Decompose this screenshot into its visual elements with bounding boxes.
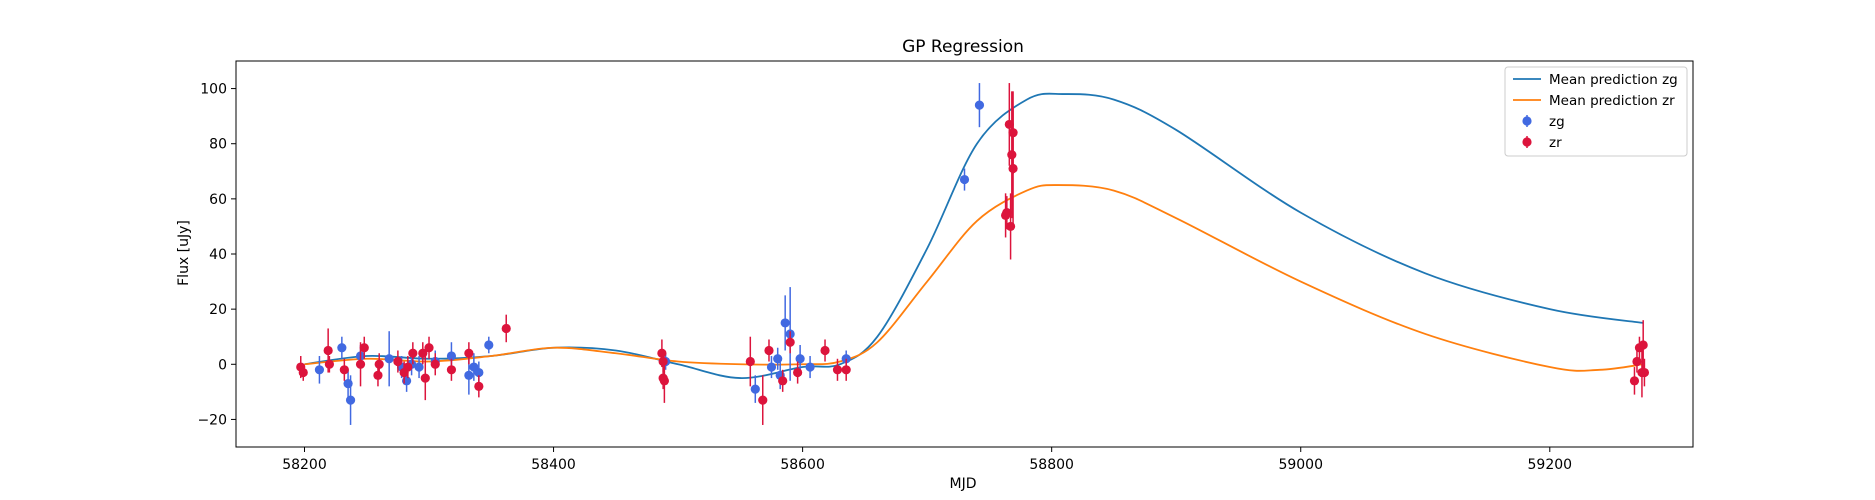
data-point: [384, 354, 394, 364]
data-point: [658, 356, 668, 367]
y-tick-label: −20: [197, 412, 227, 428]
data-point: [766, 362, 777, 372]
plot-area: [296, 83, 1650, 425]
series-zg: [314, 83, 985, 425]
data-point: [474, 367, 484, 378]
data-point: [314, 365, 325, 375]
data-point: [464, 370, 474, 380]
mean-line-1: [304, 184, 1644, 372]
data-point: [298, 367, 308, 378]
data-point: [393, 356, 403, 367]
y-axis: −20 0 20 40 60 80 100: [197, 82, 236, 428]
x-tick-label: 58600: [780, 457, 825, 473]
series-zr: [296, 83, 1650, 425]
data-point: [750, 384, 760, 394]
x-axis: 58200 58400 58600 58800 59000 59200: [282, 447, 1572, 473]
data-point: [773, 354, 783, 364]
data-point: [1629, 376, 1640, 386]
chart-title: GP Regression: [902, 37, 1024, 57]
data-point: [446, 351, 457, 361]
data-point: [805, 362, 815, 372]
data-point: [778, 376, 788, 386]
legend-label: zr: [1549, 135, 1562, 151]
y-tick-label: 20: [209, 302, 227, 318]
data-point: [420, 373, 430, 383]
y-tick-label: 100: [200, 82, 227, 98]
data-point: [832, 365, 843, 375]
x-tick-label: 58200: [282, 457, 327, 473]
y-tick-label: 0: [218, 357, 227, 373]
x-axis-label: MJD: [950, 476, 977, 492]
data-point: [418, 348, 428, 358]
legend-label: Mean prediction zg: [1549, 72, 1678, 88]
x-tick-label: 58800: [1029, 457, 1074, 473]
data-point: [758, 395, 768, 405]
data-point: [1638, 340, 1648, 350]
x-tick-label: 59000: [1278, 457, 1323, 473]
data-point: [1007, 150, 1017, 160]
data-point: [337, 343, 347, 353]
data-point: [959, 174, 970, 185]
data-point: [484, 340, 494, 350]
data-point: [1008, 128, 1018, 138]
data-point: [1002, 208, 1012, 218]
legend-marker-swatch: [1522, 137, 1532, 147]
legend-label: Mean prediction zr: [1549, 93, 1675, 109]
legend-marker-swatch: [1522, 116, 1532, 126]
data-point: [339, 365, 349, 375]
data-point: [974, 100, 985, 110]
data-point: [373, 370, 383, 380]
x-tick-label: 58400: [531, 457, 576, 473]
data-point: [355, 359, 366, 369]
plot-frame: [235, 60, 1694, 448]
legend-box: [1504, 66, 1688, 157]
data-point: [764, 345, 774, 356]
data-point: [793, 367, 803, 378]
data-point: [820, 345, 830, 356]
data-point: [1639, 367, 1650, 378]
mean-line-0: [304, 92, 1644, 379]
legend: Mean prediction zg Mean prediction zr zg zr: [1504, 66, 1688, 157]
data-point: [745, 356, 755, 367]
y-tick-label: 40: [209, 247, 227, 263]
data-point: [501, 323, 511, 334]
y-tick-label: 80: [209, 137, 227, 153]
data-point: [374, 359, 384, 369]
data-point: [659, 376, 669, 386]
data-point: [795, 354, 805, 364]
data-point: [323, 345, 333, 356]
data-point: [785, 337, 795, 347]
data-point: [657, 348, 667, 358]
data-point: [430, 359, 440, 369]
y-axis-label: Flux [uJy]: [176, 220, 192, 286]
data-point: [464, 348, 474, 358]
data-point: [359, 343, 369, 353]
data-point: [424, 343, 434, 353]
data-point: [1632, 356, 1642, 367]
data-point: [345, 395, 356, 405]
y-tick-label: 60: [209, 192, 227, 208]
data-point: [408, 348, 418, 358]
data-point: [474, 381, 484, 391]
x-tick-label: 59200: [1528, 457, 1573, 473]
legend-label: zg: [1549, 114, 1565, 130]
data-point: [414, 362, 424, 372]
data-point: [780, 318, 790, 328]
data-point: [446, 365, 457, 375]
data-point: [324, 359, 334, 369]
data-point: [403, 362, 413, 372]
data-point: [841, 365, 851, 375]
